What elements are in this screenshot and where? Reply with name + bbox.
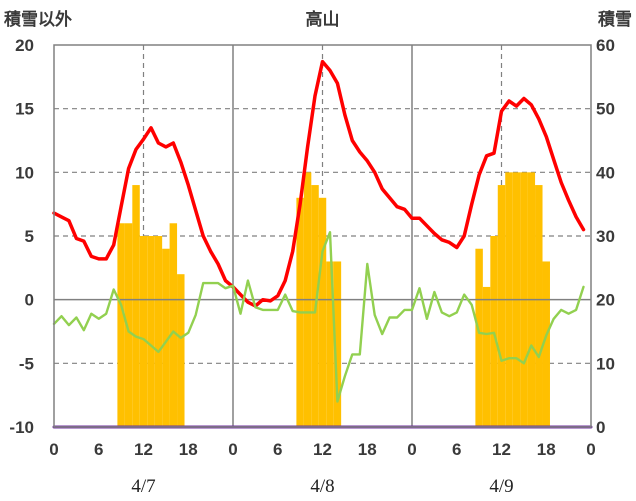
snow-bar <box>162 248 170 427</box>
snow-bar <box>139 236 148 427</box>
date-label: 4/8 <box>310 476 334 497</box>
plot-frame <box>53 44 592 428</box>
snow-bar <box>154 236 163 427</box>
x-tick-label: 12 <box>134 440 153 459</box>
x-tick-label: 12 <box>313 440 332 459</box>
snow-bar <box>132 185 140 427</box>
snow-bar <box>177 274 185 427</box>
chart-title: 高山 <box>306 9 340 30</box>
left-axis-title: 積雪以外 <box>4 9 72 30</box>
right-axis-title: 積雪 <box>598 9 632 30</box>
x-tick-label: 18 <box>358 440 377 459</box>
snow-bar <box>169 223 178 427</box>
y-left-tick-label: 20 <box>15 36 34 55</box>
y-left-tick-label: -5 <box>19 354 34 373</box>
snow-bar <box>333 261 342 427</box>
x-tick-label: 6 <box>94 440 103 459</box>
snow-bar <box>497 185 506 427</box>
snow-bar <box>326 261 334 427</box>
series-line <box>52 59 586 308</box>
snow-bar <box>475 248 483 427</box>
x-tick-label: 0 <box>228 440 237 459</box>
y-right-tick-label: 20 <box>596 291 615 310</box>
date-label: 4/9 <box>489 476 513 497</box>
y-right-tick-label: 30 <box>596 227 615 246</box>
snow-bar <box>535 185 543 427</box>
x-tick-label: 12 <box>492 440 511 459</box>
snow-bar <box>124 223 133 427</box>
y-left-tick-label: 5 <box>25 227 34 246</box>
y-right-tick-label: 60 <box>596 36 615 55</box>
x-tick-label: 0 <box>407 440 416 459</box>
x-tick-label: 18 <box>537 440 556 459</box>
x-tick-label: 0 <box>586 440 595 459</box>
y-left-tick-label: 0 <box>25 291 34 310</box>
y-right-tick-label: 0 <box>596 418 605 437</box>
y-right-tick-label: 50 <box>596 100 615 119</box>
x-tick-label: 6 <box>452 440 461 459</box>
date-label: 4/7 <box>131 476 155 497</box>
y-right-tick-label: 40 <box>596 163 615 182</box>
snow-bar <box>147 236 155 427</box>
series-line <box>52 230 585 403</box>
snow-bar <box>490 236 498 427</box>
snow-bar <box>482 286 491 427</box>
y-left-tick-label: -10 <box>9 418 34 437</box>
snow-bar <box>542 261 550 427</box>
y-left-tick-label: 15 <box>15 100 34 119</box>
y-right-tick-label: 10 <box>596 354 615 373</box>
x-tick-label: 6 <box>273 440 282 459</box>
snow-bar <box>117 223 125 427</box>
x-tick-label: 0 <box>49 440 58 459</box>
y-left-tick-label: 10 <box>15 163 34 182</box>
snow-bar <box>318 197 327 427</box>
x-tick-label: 18 <box>179 440 198 459</box>
